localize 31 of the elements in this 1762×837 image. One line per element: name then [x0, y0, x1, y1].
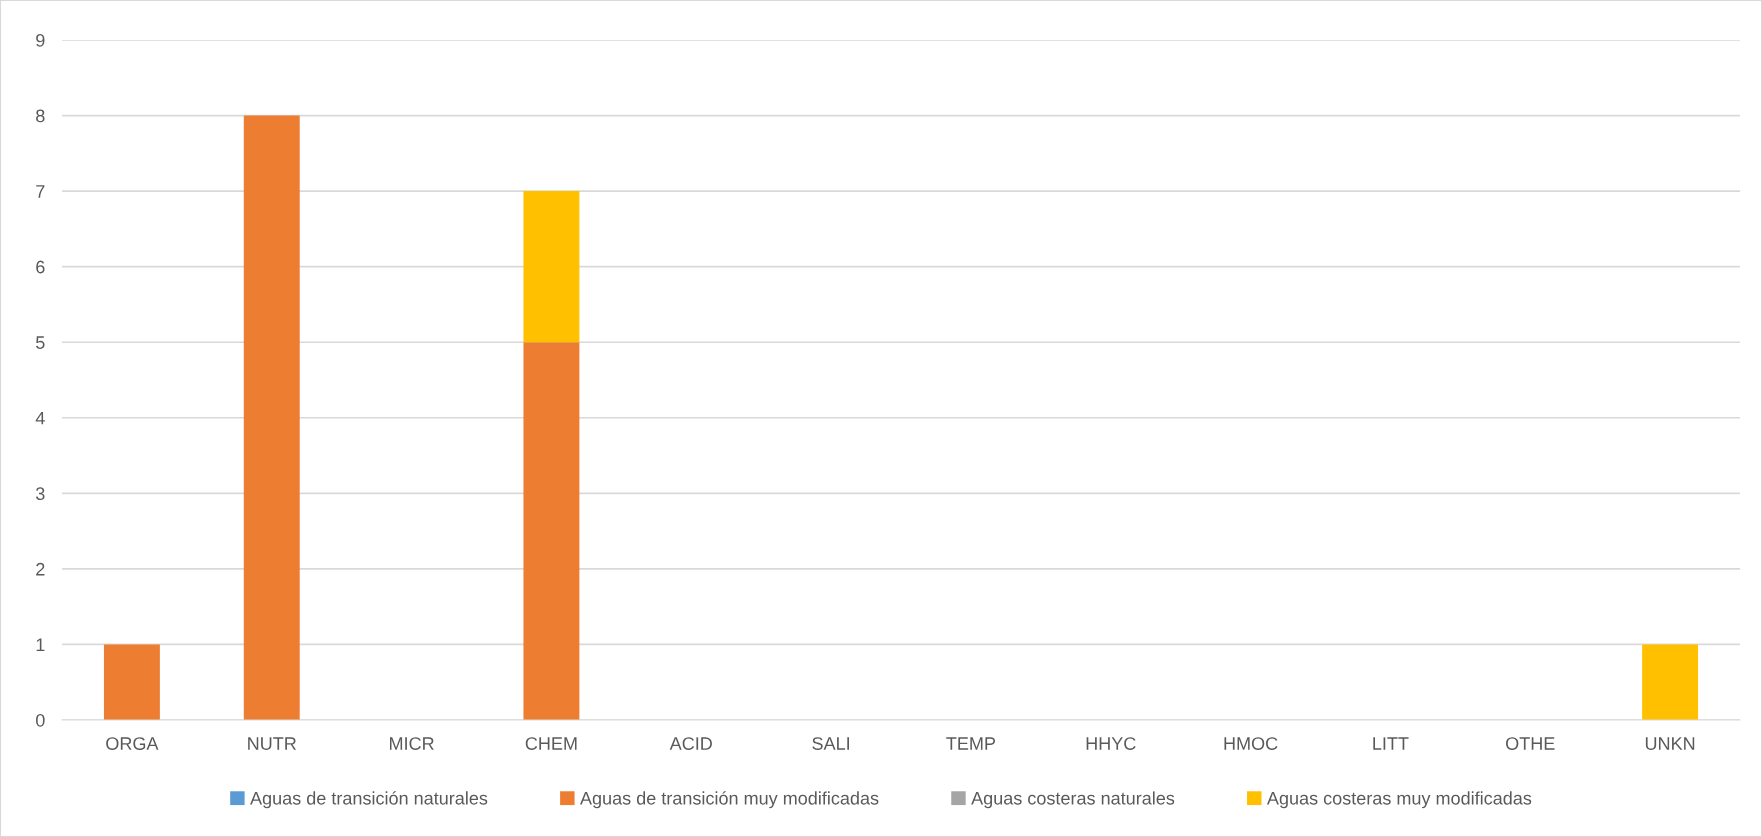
y-tick-label: 6 [36, 260, 45, 274]
x-tick-label: ORGA [106, 737, 159, 750]
y-tick-label: 8 [36, 109, 45, 123]
y-tick-label: 0 [36, 713, 45, 727]
x-tick-label: MICR [390, 737, 434, 750]
y-tick-label: 1 [36, 638, 45, 651]
y-tick-label: 7 [36, 185, 45, 198]
bar [243, 115, 300, 720]
x-tick-label: OTHE [1506, 737, 1555, 750]
y-tick-label: 5 [36, 336, 45, 349]
x-tick-label: TEMP [946, 737, 996, 750]
x-tick-label: HMOC [1224, 737, 1278, 750]
y-tick-label: 9 [36, 33, 45, 47]
legend-label: Aguas de transición muy modificadas [580, 791, 879, 809]
y-tick-label: 2 [36, 562, 45, 576]
bar [523, 342, 580, 720]
x-tick-label: ACID [669, 737, 712, 750]
x-tick-label: NUTR [248, 737, 296, 750]
x-tick-label: UNKN [1645, 737, 1695, 750]
bar [103, 644, 160, 720]
bar [1642, 644, 1699, 720]
y-tick-label: 3 [35, 487, 45, 501]
legend-label: Aguas de transición naturales [250, 791, 488, 809]
x-tick-label: CHEM [525, 737, 577, 750]
bar [523, 191, 580, 343]
y-tick-label: 4 [35, 411, 45, 425]
legend-label: Aguas costeras naturales [971, 791, 1175, 809]
legend-label: Aguas costeras muy modificadas [1266, 791, 1532, 809]
x-tick-label: SALI [812, 737, 849, 750]
x-tick-label: LITT [1373, 737, 1409, 750]
x-tick-label: HHYC [1086, 737, 1136, 750]
